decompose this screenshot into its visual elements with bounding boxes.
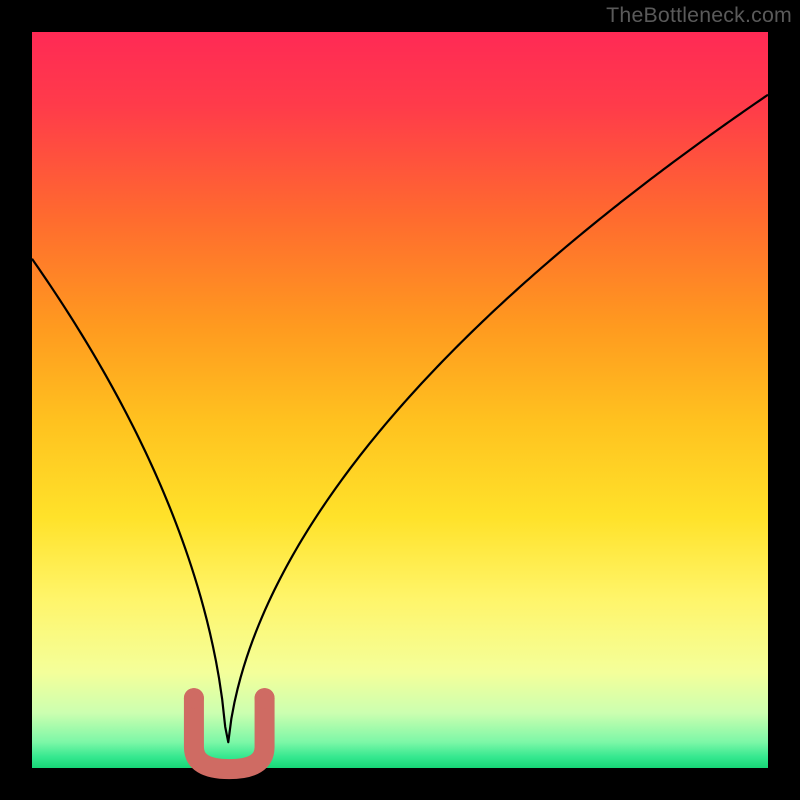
chart-stage: TheBottleneck.com — [0, 0, 800, 800]
highlight-endpoint-left — [184, 688, 204, 708]
highlight-endpoint-right — [255, 688, 275, 708]
bottleneck-chart-svg — [0, 0, 800, 800]
watermark-text: TheBottleneck.com — [606, 3, 792, 28]
gradient-plot-area — [32, 32, 768, 768]
